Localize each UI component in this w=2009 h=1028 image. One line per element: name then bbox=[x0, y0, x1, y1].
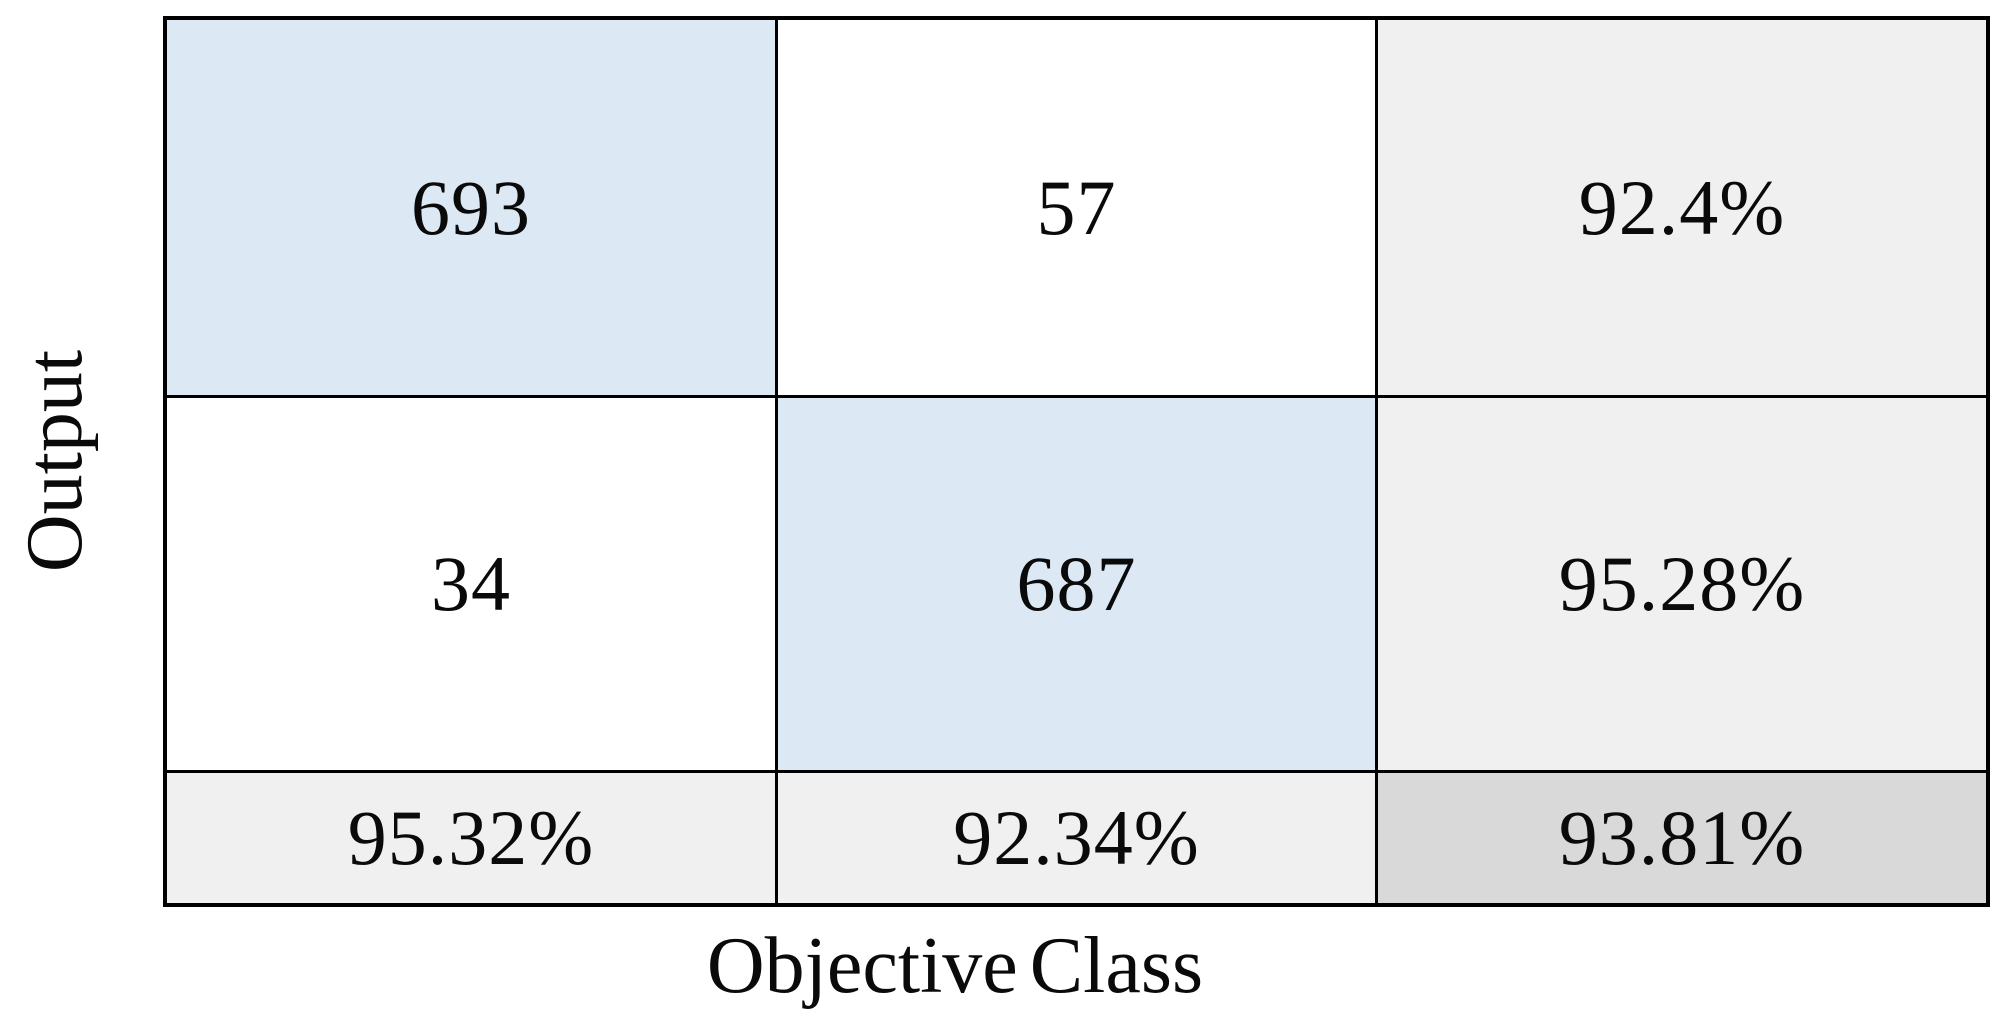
y-axis-label: Output bbox=[11, 349, 99, 573]
col2-percent-cell: 92.34% bbox=[778, 773, 1378, 903]
overall-accuracy-cell: 93.81% bbox=[1378, 773, 1986, 903]
row1-percent-cell: 92.4% bbox=[1378, 20, 1986, 398]
row2-percent-cell: 95.28% bbox=[1378, 398, 1986, 773]
x-axis-label: Objective Class bbox=[706, 922, 1204, 1010]
matrix-cell-r0c0-true-class1: 693 bbox=[167, 20, 778, 398]
confusion-matrix-grid: 693 57 92.4% 34 687 95.28% 95.32% 92.34%… bbox=[163, 16, 1990, 907]
col1-percent-cell: 95.32% bbox=[167, 773, 778, 903]
matrix-cell-r1c0-misclassified: 34 bbox=[167, 398, 778, 773]
matrix-cell-r1c1-true-class2: 687 bbox=[778, 398, 1378, 773]
matrix-cell-r0c1-misclassified: 57 bbox=[778, 20, 1378, 398]
